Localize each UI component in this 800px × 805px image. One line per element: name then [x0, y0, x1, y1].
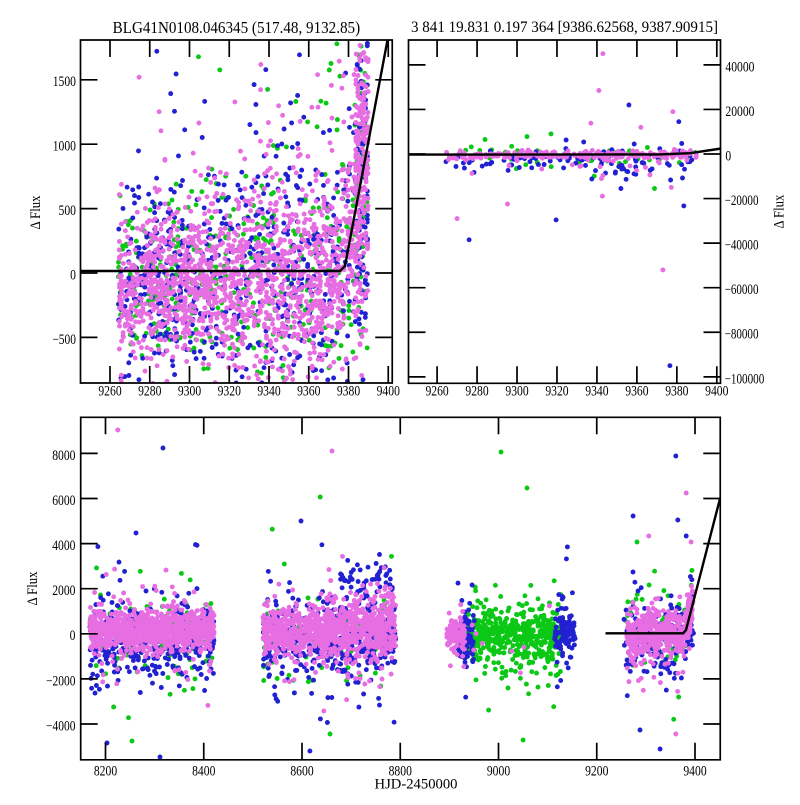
svg-text:20000: 20000 [725, 104, 754, 120]
svg-text:9340: 9340 [585, 384, 608, 400]
svg-text:40000: 40000 [725, 59, 754, 75]
svg-text:6000: 6000 [52, 493, 75, 509]
svg-text:0: 0 [70, 628, 76, 644]
svg-text:Δ Flux: Δ Flux [25, 572, 41, 606]
svg-text:9360: 9360 [625, 384, 648, 400]
svg-text:−40000: −40000 [725, 238, 759, 254]
svg-text:8200: 8200 [94, 763, 117, 779]
svg-text:9000: 9000 [487, 763, 510, 779]
svg-text:−20000: −20000 [725, 193, 759, 209]
svg-text:8600: 8600 [290, 763, 313, 779]
svg-text:9260: 9260 [425, 384, 448, 400]
svg-text:4000: 4000 [52, 538, 75, 554]
svg-text:9300: 9300 [505, 384, 528, 400]
svg-text:9340: 9340 [257, 384, 280, 400]
svg-text:0: 0 [70, 267, 76, 283]
svg-text:9200: 9200 [585, 763, 608, 779]
svg-text:−2000: −2000 [46, 673, 75, 689]
svg-text:9360: 9360 [297, 384, 320, 400]
svg-text:9380: 9380 [665, 384, 688, 400]
svg-text:1000: 1000 [53, 139, 76, 155]
svg-text:9260: 9260 [98, 384, 121, 400]
svg-text:9300: 9300 [178, 384, 201, 400]
svg-text:9400: 9400 [705, 384, 728, 400]
svg-text:Δ Flux: Δ Flux [28, 196, 44, 230]
svg-text:9280: 9280 [465, 384, 488, 400]
svg-text:9400: 9400 [377, 384, 400, 400]
svg-text:BLG41N0108.046345 (517.48, 913: BLG41N0108.046345 (517.48, 9132.85) [113, 18, 361, 37]
svg-text:9280: 9280 [138, 384, 161, 400]
svg-text:−60000: −60000 [725, 282, 759, 298]
svg-text:−500: −500 [52, 332, 76, 348]
svg-text:9380: 9380 [337, 384, 360, 400]
svg-text:500: 500 [59, 203, 76, 219]
svg-text:Δ Flux: Δ Flux [772, 195, 788, 229]
svg-text:8400: 8400 [192, 763, 215, 779]
svg-text:9400: 9400 [683, 763, 706, 779]
svg-text:8800: 8800 [389, 763, 412, 779]
svg-text:9320: 9320 [218, 384, 241, 400]
svg-text:0: 0 [725, 148, 731, 164]
svg-text:3 841 19.831 0.197 364 [9386.6: 3 841 19.831 0.197 364 [9386.62568, 9387… [411, 19, 718, 36]
svg-text:8000: 8000 [52, 448, 75, 464]
svg-text:HJD-2450000: HJD-2450000 [375, 777, 458, 793]
svg-text:9320: 9320 [545, 384, 568, 400]
svg-text:−4000: −4000 [46, 718, 75, 734]
svg-text:−80000: −80000 [725, 327, 759, 343]
svg-text:2000: 2000 [52, 583, 75, 599]
svg-text:−100000: −100000 [725, 371, 765, 387]
svg-text:1500: 1500 [53, 74, 76, 90]
